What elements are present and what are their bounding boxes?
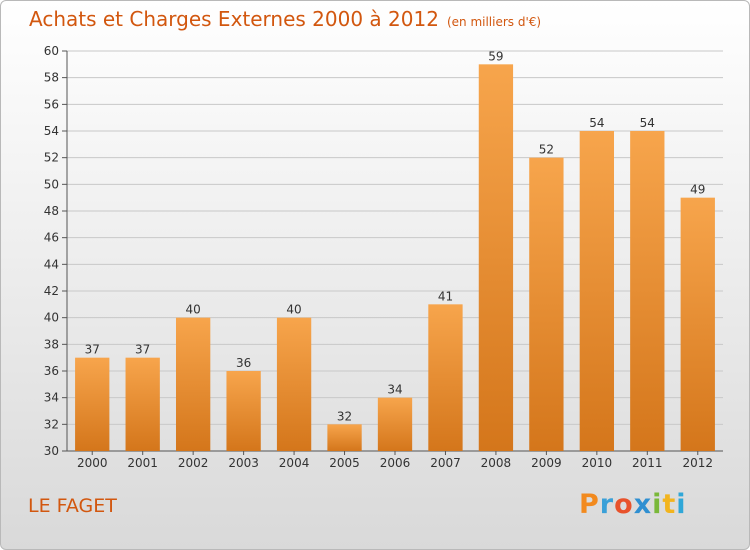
y-tick-label: 48 xyxy=(44,204,59,218)
x-tick-label: 2001 xyxy=(127,456,158,470)
y-tick-label: 40 xyxy=(44,311,59,325)
bar-2002 xyxy=(175,317,211,451)
bar-2008 xyxy=(478,64,514,452)
y-tick-label: 32 xyxy=(44,417,59,431)
bar-2000 xyxy=(75,357,110,451)
y-tick-label: 44 xyxy=(44,257,59,271)
bar-2011 xyxy=(630,131,665,451)
y-tick-label: 60 xyxy=(44,44,59,58)
bar-value-label: 34 xyxy=(387,383,402,397)
x-tick-label: 2003 xyxy=(228,456,259,470)
bar-value-label: 52 xyxy=(539,143,554,157)
x-tick-label: 2006 xyxy=(380,456,411,470)
bar-value-label: 40 xyxy=(186,303,201,317)
x-axis: 2000 2001 2002 2003 2004 2005 2006 2007 2008 2009… xyxy=(77,451,713,470)
bar-2009 xyxy=(529,157,564,451)
bar-2003 xyxy=(226,371,261,451)
chart-title-main: Achats et Charges Externes 2000 à 2012 xyxy=(29,7,439,31)
bar-value-label: 54 xyxy=(640,116,655,130)
bar-2006 xyxy=(377,397,413,451)
x-tick-label: 2011 xyxy=(632,456,663,470)
x-tick-label: 2008 xyxy=(481,456,512,470)
x-tick-label: 2004 xyxy=(279,456,310,470)
y-tick-label: 46 xyxy=(44,231,59,245)
chart-title-unit: (en milliers d'€) xyxy=(446,15,542,29)
bar-2001 xyxy=(125,357,160,451)
bar-value-label: 40 xyxy=(286,303,301,317)
y-tick-label: 56 xyxy=(44,97,59,111)
bar-value-label: 59 xyxy=(488,49,503,63)
bars: 37 37 40 36 40 32 34 41 59 52 54 54 49 xyxy=(75,49,715,452)
bar-value-label: 36 xyxy=(236,356,251,370)
proxiti-logo: Proxiti xyxy=(579,489,687,520)
y-tick-label: 34 xyxy=(44,391,59,405)
y-tick-label: 42 xyxy=(44,284,59,298)
y-tick-label: 52 xyxy=(44,151,59,165)
y-tick-label: 30 xyxy=(44,444,59,458)
x-tick-label: 2010 xyxy=(582,456,613,470)
y-tick-label: 38 xyxy=(44,337,59,351)
x-tick-label: 2012 xyxy=(682,456,713,470)
x-tick-label: 2007 xyxy=(430,456,461,470)
y-tick-label: 54 xyxy=(44,124,59,138)
bar-value-label: 54 xyxy=(589,116,604,130)
bar-2005 xyxy=(327,424,362,451)
bar-value-label: 37 xyxy=(135,343,150,357)
y-tick-label: 50 xyxy=(44,177,59,191)
bar-value-label: 32 xyxy=(337,409,352,423)
bar-value-label: 37 xyxy=(85,343,100,357)
x-tick-label: 2005 xyxy=(329,456,360,470)
place-name: LE FAGET xyxy=(28,495,117,517)
x-tick-label: 2000 xyxy=(77,456,108,470)
bar-2012 xyxy=(680,197,715,451)
bar-2007 xyxy=(428,304,463,451)
bar-value-label: 49 xyxy=(690,183,705,197)
y-tick-label: 36 xyxy=(44,364,59,378)
bar-2010 xyxy=(579,131,615,451)
x-tick-label: 2009 xyxy=(531,456,562,470)
bar-value-label: 41 xyxy=(438,289,453,303)
chart-title: Achats et Charges Externes 2000 à 2012 (e… xyxy=(29,7,541,31)
x-tick-label: 2002 xyxy=(178,456,209,470)
bar-2004 xyxy=(276,317,312,451)
y-tick-label: 58 xyxy=(44,71,59,85)
